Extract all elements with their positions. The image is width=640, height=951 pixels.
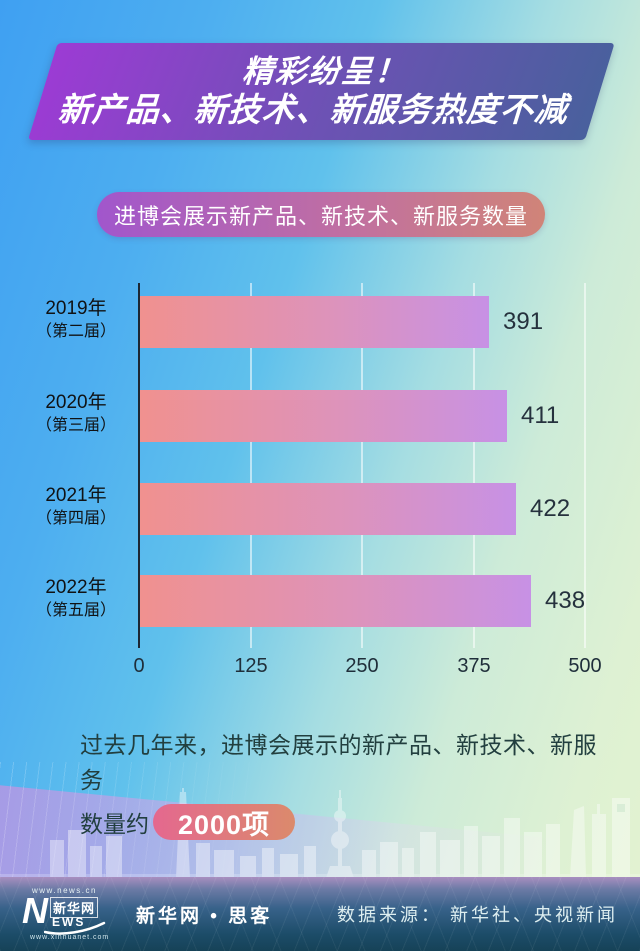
chart-subtitle-text: 进博会展示新产品、新技术、新服务数量 [113, 203, 528, 229]
title-line-2: 新产品、新技术、新服务热度不减 [55, 91, 577, 129]
logo-n-letter: N [22, 890, 48, 931]
footer-left: www.news.cn N 新华网 EWS www.xinhuanet.com … [0, 885, 272, 943]
x-tick-label-0: 0 [133, 655, 145, 677]
title-banner: 精彩纷呈！ 新产品、新技术、新服务热度不减 [28, 43, 615, 140]
city-skyline-illustration [0, 788, 640, 878]
footnote-line-2: 数量约 2000项 [80, 804, 610, 840]
gridline-250 [361, 283, 363, 648]
category-year: 2021年 [45, 485, 107, 506]
bar-value-label: 438 [545, 587, 586, 614]
logo-url-top: www.news.cn [32, 886, 97, 895]
footnote-line-2-prefix: 数量约 [80, 811, 149, 837]
category-session: （第三届） [35, 416, 116, 434]
gridline-375 [473, 283, 475, 648]
bar-value-label: 422 [530, 495, 571, 522]
category-session: （第五届） [35, 601, 116, 619]
x-tick-label-250: 250 [345, 655, 379, 677]
footer-brand-text: 新华网 • 思客 [136, 905, 273, 927]
category-year: 2022年 [45, 577, 107, 598]
bar-2022年 [140, 575, 531, 627]
bar-2021年 [140, 483, 516, 535]
bar-chart: 0 125 250 375 500 2019年 （第二届） 391 2020年 （第三届） 411 2… [0, 283, 640, 688]
category-year: 2019年 [45, 298, 107, 319]
category-year: 2020年 [45, 392, 107, 413]
category-session: （第二届） [35, 322, 116, 340]
title-line-1: 精彩纷呈！ [239, 54, 416, 90]
category-session: （第四届） [35, 509, 116, 527]
logo-chinese-name: 新华网 [50, 897, 99, 918]
bar-2019年 [140, 296, 489, 348]
highlight-value-pill: 2000项 [153, 804, 295, 840]
category-label: 2021年 （第四届） [18, 484, 134, 529]
bar-2020年 [140, 390, 507, 442]
footer-bar: www.news.cn N 新华网 EWS www.xinhuanet.com … [0, 877, 640, 951]
x-tick-label-125: 125 [234, 655, 268, 677]
category-label: 2020年 （第三届） [18, 391, 134, 436]
logo-swoosh-icon [44, 921, 106, 935]
chart-subtitle-pill: 进博会展示新产品、新技术、新服务数量 [97, 192, 545, 237]
footnote: 过去几年来，进博会展示的新产品、新技术、新服务 数量约 2000项 [80, 728, 610, 840]
xinhuanet-logo: www.news.cn N 新华网 EWS www.xinhuanet.com [14, 885, 118, 943]
category-label: 2019年 （第二届） [18, 297, 134, 342]
logo-url-bottom: www.xinhuanet.com [30, 934, 110, 941]
y-axis-line [138, 283, 140, 648]
data-source-text: 数据来源： 新华社、央视新闻 [337, 905, 618, 925]
x-tick-label-375: 375 [457, 655, 491, 677]
footnote-line-1: 过去几年来，进博会展示的新产品、新技术、新服务 [80, 732, 597, 793]
logo-ews-letters: EWS [52, 915, 86, 929]
bar-value-label: 411 [521, 402, 560, 429]
x-tick-label-500: 500 [568, 655, 602, 677]
bar-value-label: 391 [503, 308, 544, 335]
gridline-125 [250, 283, 252, 648]
category-label: 2022年 （第五届） [18, 576, 134, 621]
gridline-500 [584, 283, 586, 648]
